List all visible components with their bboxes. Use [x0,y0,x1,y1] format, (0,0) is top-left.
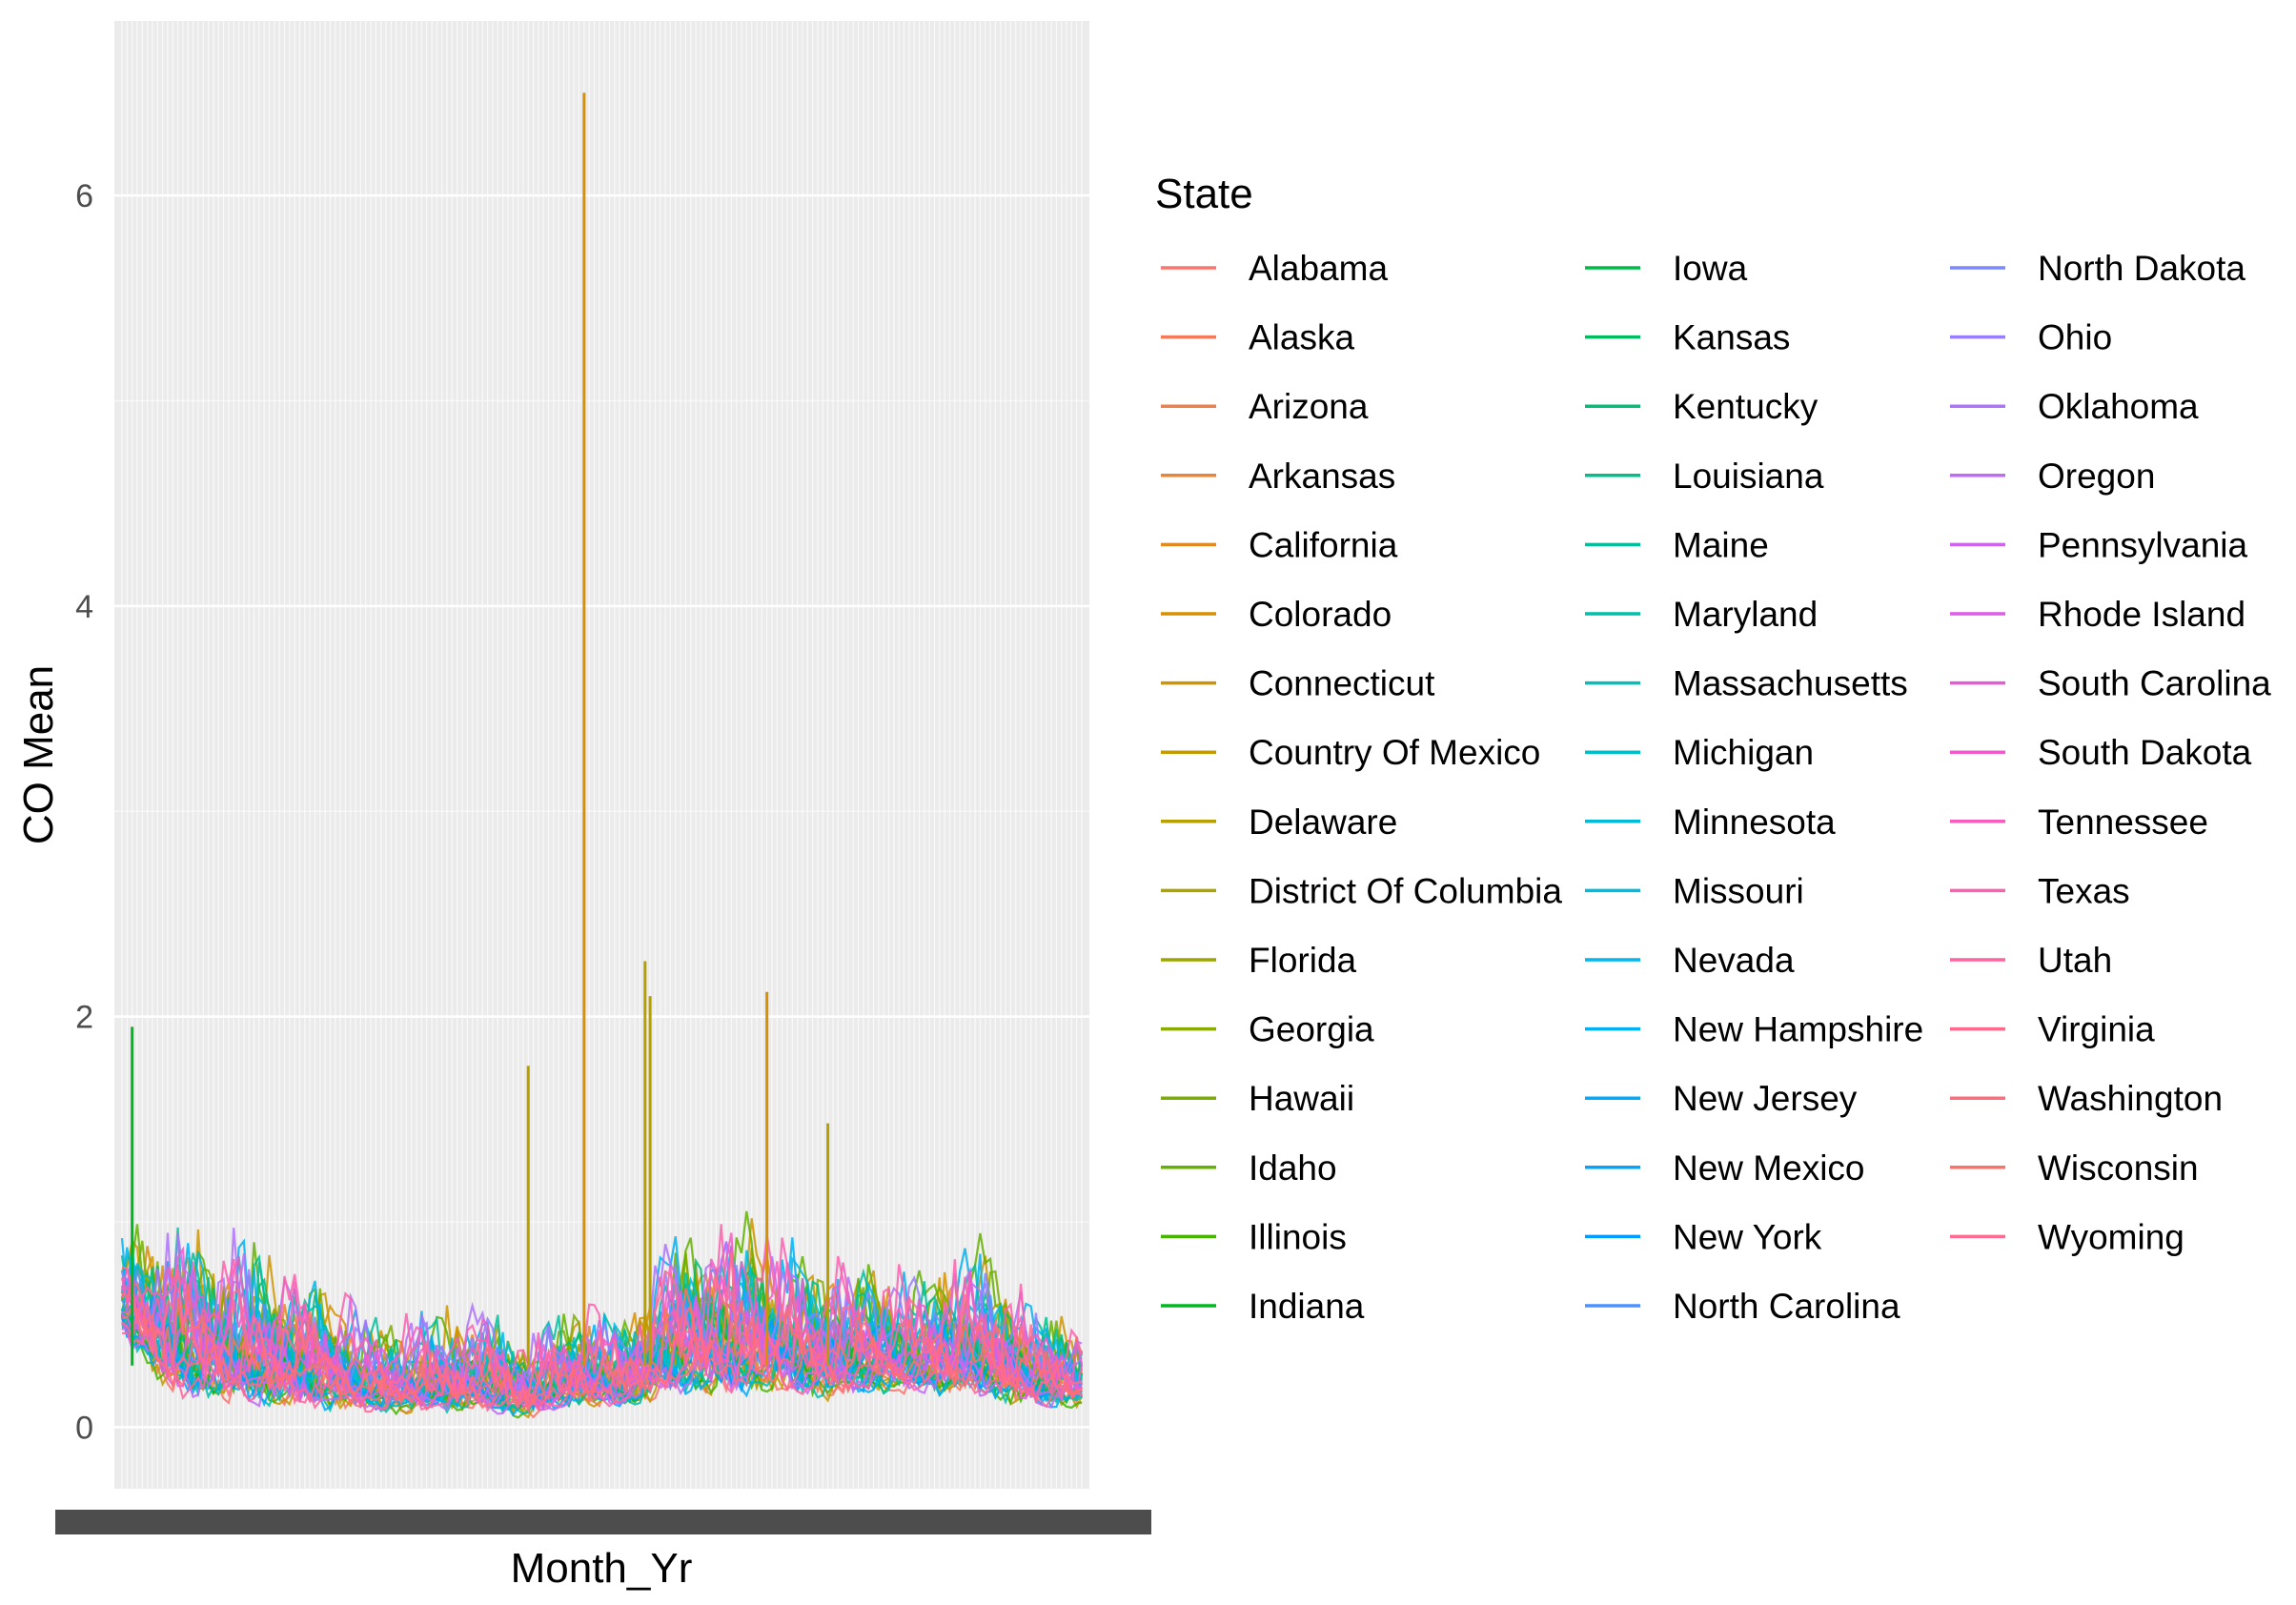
legend-label: Alaska [1249,318,1354,357]
legend-label: Iowa [1673,249,1748,288]
legend-label: Virginia [2038,1010,2155,1049]
legend-label: Illinois [1249,1217,1347,1256]
legend-label: Nevada [1673,941,1795,980]
x-axis-ticks [55,1510,1151,1534]
legend-label: New Jersey [1673,1079,1858,1118]
x-axis-title: Month_Yr [511,1545,693,1592]
legend-label: Colorado [1249,595,1392,634]
legend-label: Maine [1673,525,1769,564]
legend-label: New Mexico [1673,1148,1865,1188]
legend-label: Arizona [1249,387,1369,426]
legend-label: Oklahoma [2038,387,2199,426]
legend-title: State [1155,171,1253,217]
legend: Alabama Alaska Arizona Arkansas California Co… [1161,249,2271,1326]
legend-label: Maryland [1673,595,1818,634]
legend-label: New Hampshire [1673,1010,1923,1049]
legend-label: Delaware [1249,802,1397,842]
legend-label: Kansas [1673,318,1790,357]
legend-label: Hawaii [1249,1079,1354,1118]
legend-label: District Of Columbia [1249,871,1562,910]
legend-label: Missouri [1673,871,1804,910]
x-tick-labels-overplotted [55,1510,1151,1534]
legend-label: Rhode Island [2038,595,2245,634]
legend-label: Alabama [1249,249,1388,288]
y-axis-title: CO Mean [15,665,62,844]
legend-label: Oregon [2038,457,2155,496]
legend-label: Pennsylvania [2038,525,2248,564]
legend-label: Tennessee [2038,802,2208,842]
legend-label: South Carolina [2038,664,2271,703]
legend-label: Utah [2038,941,2112,980]
legend-label: Idaho [1249,1148,1337,1188]
y-axis-ticks: 0 2 4 6 [75,178,93,1446]
legend-label: Michigan [1673,733,1814,772]
legend-label: Massachusetts [1673,664,1908,703]
legend-label: Ohio [2038,318,2112,357]
legend-label: North Dakota [2038,249,2245,288]
legend-label: Wyoming [2038,1217,2184,1256]
legend-label: Georgia [1249,1010,1374,1049]
legend-label: California [1249,525,1398,564]
y-tick-label: 6 [75,178,93,214]
y-tick-label: 2 [75,1000,93,1036]
legend-label: Washington [2038,1079,2223,1118]
legend-label: Arkansas [1249,457,1395,496]
plot-panel [114,21,1089,1489]
series-lines [120,1210,1084,1419]
legend-label: Minnesota [1673,802,1836,842]
legend-label: South Dakota [2038,733,2252,772]
legend-label: Florida [1249,941,1357,980]
legend-label: New York [1673,1217,1822,1256]
y-tick-label: 0 [75,1410,93,1446]
legend-label: Louisiana [1673,457,1824,496]
y-tick-label: 4 [75,589,93,625]
series-line [121,1301,1083,1411]
legend-label: Connecticut [1249,664,1435,703]
legend-label: Kentucky [1673,387,1819,426]
legend-label: Country Of Mexico [1249,733,1540,772]
legend-label: North Carolina [1673,1287,1900,1326]
peak-lines [131,92,830,1366]
legend-label: Texas [2038,871,2130,910]
legend-label: Wisconsin [2038,1148,2199,1188]
series-line [121,1251,1083,1410]
legend-label: Indiana [1249,1287,1365,1326]
